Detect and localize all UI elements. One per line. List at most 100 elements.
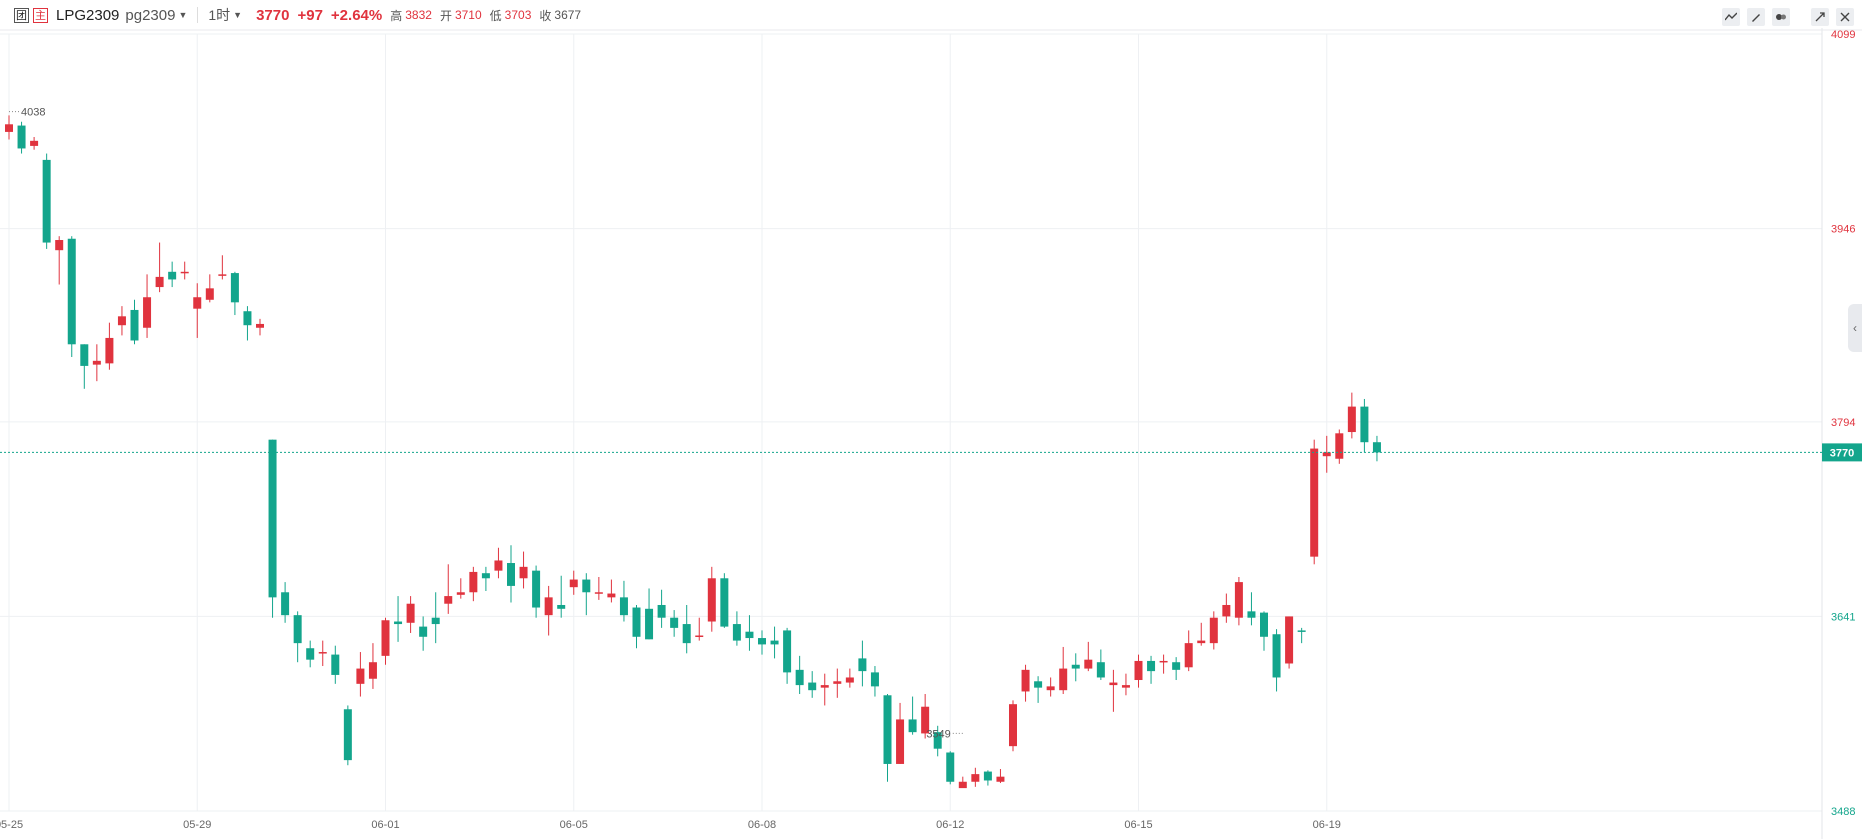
candle-body	[1222, 604, 1231, 617]
high-label: 高	[390, 8, 403, 23]
candle-body	[946, 752, 955, 782]
candle-body	[331, 654, 340, 675]
candle-body	[619, 597, 628, 616]
last-price-label: 3770	[1830, 447, 1854, 459]
candle-body	[1084, 659, 1093, 669]
candle-body	[707, 578, 716, 622]
candle-body	[406, 603, 415, 623]
candle-body	[143, 297, 152, 328]
x-tick-label: 06-12	[936, 819, 964, 831]
candle-body	[343, 709, 352, 761]
candle-body	[1297, 630, 1306, 632]
candle-body	[1046, 686, 1055, 691]
high-value: 3832	[405, 8, 432, 22]
candle-body	[1209, 617, 1218, 644]
candle-body	[281, 592, 290, 616]
candle-body	[682, 624, 691, 644]
candle-body	[858, 658, 867, 672]
candle-body	[983, 771, 992, 781]
candle-body	[808, 682, 817, 691]
candle-body	[243, 311, 252, 326]
candle-body	[1172, 662, 1181, 670]
y-tick-label: 3794	[1831, 417, 1855, 429]
candle-body	[720, 578, 729, 627]
y-tick-label: 4099	[1831, 29, 1855, 41]
candle-body	[544, 597, 553, 616]
candle-body	[1260, 612, 1268, 637]
candle-body	[1310, 448, 1319, 557]
candle-body	[971, 774, 980, 782]
x-tick-label: 06-01	[371, 819, 399, 831]
candle-body	[519, 566, 528, 579]
annotation-label: 3549	[926, 728, 950, 740]
draw-icon[interactable]	[1747, 8, 1765, 26]
x-tick-label: 06-19	[1313, 819, 1341, 831]
candle-body	[933, 732, 942, 749]
candle-body	[896, 719, 905, 764]
candle-body	[444, 596, 453, 604]
candle-body	[1197, 640, 1206, 644]
indicator-icon[interactable]	[1722, 8, 1740, 26]
candle-body	[180, 271, 189, 274]
candle-body	[1184, 643, 1193, 668]
candle-body	[657, 604, 666, 618]
candle-body	[1247, 611, 1256, 618]
candle-body	[507, 563, 515, 586]
x-tick-label: 06-08	[748, 819, 776, 831]
compare-icon[interactable]	[1772, 8, 1790, 26]
candle-body	[732, 624, 741, 641]
candle-body	[996, 776, 1005, 782]
candle-body	[645, 608, 654, 640]
close-icon[interactable]	[1836, 8, 1854, 26]
side-panel-toggle[interactable]: ‹	[1848, 304, 1862, 352]
period-chevron-down-icon[interactable]: ▼	[233, 10, 243, 20]
main-contract-tag: 主	[33, 7, 48, 23]
symbol-name: LPG2309	[56, 6, 120, 24]
candle-body	[168, 271, 177, 280]
candle-body	[1109, 682, 1118, 686]
candle-body	[469, 571, 478, 593]
candle-body	[783, 630, 792, 673]
candle-body	[1021, 669, 1030, 692]
candle-body	[820, 685, 829, 688]
candle-body	[758, 638, 766, 645]
candle-body	[1071, 664, 1080, 669]
open-value: 3710	[454, 8, 482, 22]
symbol-chevron-down-icon[interactable]: ▼	[178, 10, 188, 20]
open-label: 开	[439, 8, 452, 23]
candle-body	[80, 344, 89, 366]
annotation-label: 4038	[21, 107, 45, 119]
candle-body	[306, 648, 315, 660]
y-tick-label: 3946	[1831, 224, 1855, 236]
candle-body	[205, 288, 214, 300]
candle-body	[607, 593, 616, 598]
group-tag[interactable]: 团	[14, 7, 29, 23]
candle-body	[230, 273, 239, 303]
candle-body	[105, 337, 114, 364]
candle-body	[193, 297, 202, 309]
symbol-header: 团 主 LPG2309 pg2309 ▼ 1时 ▼ 3770 +97 +2.64…	[0, 0, 1862, 30]
candle-body	[1147, 660, 1156, 672]
candle-body	[318, 652, 327, 654]
candle-body	[695, 635, 704, 638]
candle-body	[92, 360, 101, 365]
candle-body	[117, 316, 126, 326]
candle-body	[1347, 406, 1356, 433]
symbol-selector[interactable]: pg2309	[125, 6, 176, 24]
candle-body	[431, 617, 440, 625]
candle-body	[770, 640, 779, 645]
last-price-tag	[1822, 443, 1862, 462]
candle-body	[1121, 685, 1130, 688]
candle-body	[1034, 681, 1043, 688]
candle-body	[1159, 660, 1168, 663]
candle-body	[833, 681, 842, 684]
x-tick-label: 05-29	[183, 819, 211, 831]
candle-body	[17, 125, 26, 149]
period-selector[interactable]: 1时	[208, 7, 231, 23]
expand-icon[interactable]	[1811, 8, 1829, 26]
y-tick-label: 3488	[1831, 806, 1855, 818]
candle-body	[1134, 660, 1143, 681]
candle-body	[419, 626, 428, 637]
chevron-left-icon[interactable]: ‹	[1853, 321, 1857, 335]
